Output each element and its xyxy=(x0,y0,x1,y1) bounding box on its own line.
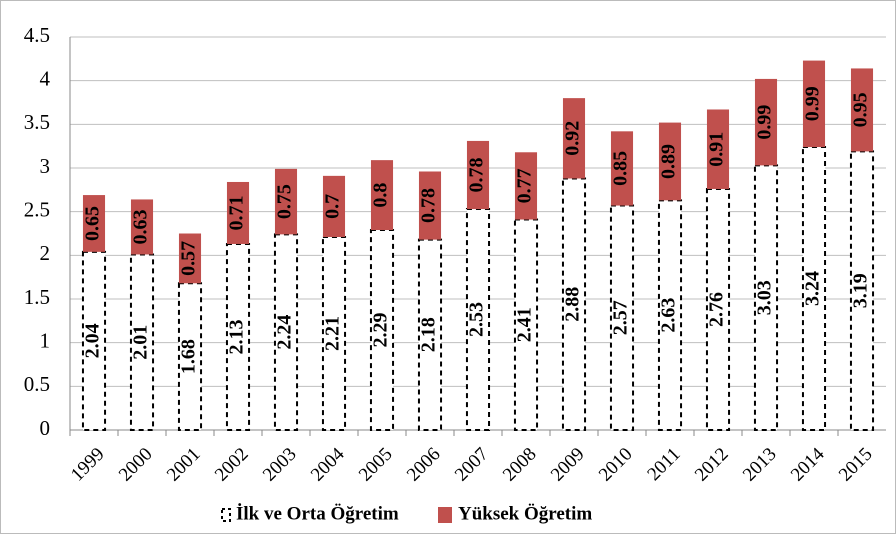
value-label: 2.76 xyxy=(706,292,728,327)
value-label: 0.99 xyxy=(754,105,776,140)
value-label: 3.03 xyxy=(754,280,776,315)
value-label: 0.78 xyxy=(466,157,488,192)
value-label: 2.41 xyxy=(514,307,536,342)
legend-label: İlk ve Orta Öğretim xyxy=(236,503,399,524)
bar-segment xyxy=(226,181,250,244)
y-tick-label: 1.5 xyxy=(24,285,50,309)
bar-segment xyxy=(706,109,730,189)
y-tick-label: 2 xyxy=(40,241,51,265)
value-label: 2.63 xyxy=(658,298,680,333)
y-tick-label: 1 xyxy=(40,328,51,352)
value-label: 2.53 xyxy=(466,302,488,337)
value-label: 2.04 xyxy=(82,323,104,358)
value-label: 2.21 xyxy=(322,316,344,351)
value-label: 0.89 xyxy=(658,144,680,179)
bar-segment xyxy=(274,168,298,235)
bar-segment xyxy=(658,122,682,201)
bar-segment xyxy=(562,98,586,179)
y-tick-label: 4 xyxy=(40,66,51,90)
y-tick-label: 2.5 xyxy=(24,197,50,221)
bar-segment xyxy=(610,131,634,206)
bar-segment xyxy=(466,140,490,210)
value-label: 3.24 xyxy=(802,271,824,306)
bar-segment xyxy=(705,187,731,431)
value-label: 2.18 xyxy=(418,317,440,352)
value-label: 0.95 xyxy=(850,92,872,127)
legend-label: Yüksek Öğretim xyxy=(458,503,592,524)
value-label: 0.85 xyxy=(610,151,632,186)
bar-segment xyxy=(370,160,394,231)
value-label: 0.77 xyxy=(514,168,536,203)
bar-segment xyxy=(418,171,442,240)
value-label: 2.01 xyxy=(130,325,152,360)
bar-segment xyxy=(322,175,346,237)
value-label: 0.57 xyxy=(178,241,200,276)
value-label: 0.75 xyxy=(274,184,296,219)
y-tick-label: 4.5 xyxy=(24,23,50,47)
value-label: 2.57 xyxy=(610,300,632,335)
value-label: 2.88 xyxy=(562,287,584,322)
value-label: 2.24 xyxy=(274,315,296,350)
legend-swatch xyxy=(438,507,452,523)
value-label: 0.99 xyxy=(802,86,824,121)
y-tick-label: 0 xyxy=(40,416,51,440)
value-label: 0.8 xyxy=(370,183,392,208)
bar-segment xyxy=(130,199,154,255)
value-label: 0.91 xyxy=(706,132,728,167)
bar-segment xyxy=(514,152,538,220)
value-label: 3.19 xyxy=(850,273,872,308)
value-label: 0.65 xyxy=(82,206,104,241)
value-label: 0.92 xyxy=(562,121,584,156)
bar-segment xyxy=(82,195,106,252)
y-tick-label: 0.5 xyxy=(24,372,50,396)
value-label: 0.71 xyxy=(226,195,248,230)
bar-segment xyxy=(754,78,778,166)
value-label: 0.78 xyxy=(418,188,440,223)
legend-swatch xyxy=(221,508,231,522)
bar-segment xyxy=(178,233,202,284)
value-label: 2.29 xyxy=(370,313,392,348)
y-tick-label: 3 xyxy=(40,154,51,178)
bar-segment xyxy=(850,68,874,152)
value-label: 0.63 xyxy=(130,209,152,244)
value-label: 0.7 xyxy=(322,194,344,219)
value-label: 2.13 xyxy=(226,319,248,354)
bar-segment xyxy=(802,60,826,148)
y-tick-label: 3.5 xyxy=(24,110,50,134)
value-label: 1.68 xyxy=(178,339,200,374)
